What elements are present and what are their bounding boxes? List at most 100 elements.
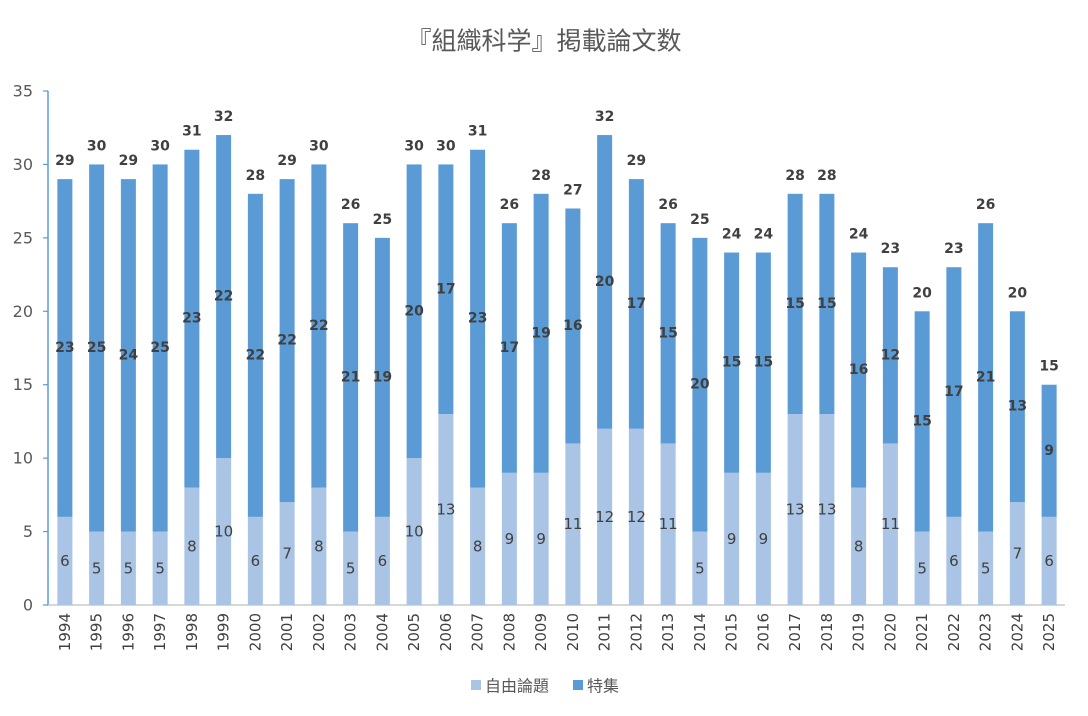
y-tick-label: 0	[23, 596, 33, 615]
x-tick-label-2012: 2012	[627, 613, 645, 651]
x-tick-label-2006: 2006	[437, 613, 455, 651]
bar-special-2001	[279, 179, 295, 503]
data-label-total-2005: 30	[404, 138, 424, 154]
bar-free-2005	[406, 458, 422, 605]
data-label-special-1999: 22	[214, 289, 233, 305]
data-label-free-2025: 6	[1044, 552, 1054, 570]
data-label-free-2024: 7	[1013, 545, 1023, 563]
bar-free-1994	[57, 516, 73, 605]
bar-special-2017	[787, 193, 803, 415]
legend-swatch-free	[471, 680, 481, 690]
data-label-special-1996: 24	[119, 347, 139, 363]
data-label-special-1997: 25	[150, 340, 169, 356]
data-label-free-2016: 9	[759, 530, 769, 548]
x-tick-label-2016: 2016	[754, 613, 772, 651]
legend-swatch-special	[573, 680, 583, 690]
bar-free-2001	[279, 502, 295, 605]
data-label-free-2000: 6	[251, 552, 261, 570]
bar-free-2003	[343, 531, 359, 605]
data-label-special-2018: 15	[817, 296, 836, 312]
data-label-special-2022: 17	[944, 384, 963, 400]
bar-special-2002	[311, 164, 327, 488]
y-tick-label: 5	[23, 522, 33, 541]
bar-special-1994	[57, 179, 73, 517]
data-label-total-1994: 29	[55, 153, 74, 169]
bar-free-2011	[597, 428, 613, 605]
data-label-total-2009: 28	[531, 168, 550, 184]
bar-free-1995	[89, 531, 105, 605]
data-label-total-2013: 26	[658, 197, 677, 213]
x-tick-label-2011: 2011	[596, 613, 614, 651]
bar-special-2013	[660, 223, 676, 444]
x-tick-label-2007: 2007	[469, 613, 487, 651]
data-label-free-2002: 8	[314, 537, 324, 555]
data-label-total-2020: 23	[881, 241, 900, 257]
data-label-special-2013: 15	[658, 325, 677, 341]
data-label-special-2017: 15	[785, 296, 804, 312]
y-tick-label: 15	[13, 375, 33, 394]
data-label-special-2002: 22	[309, 318, 328, 334]
data-label-total-2018: 28	[817, 168, 836, 184]
x-tick-label-2000: 2000	[246, 613, 264, 651]
bar-special-2016	[755, 252, 771, 473]
bar-free-2007	[470, 487, 486, 605]
data-label-total-1998: 31	[182, 124, 201, 140]
bar-special-2006	[438, 164, 454, 415]
data-label-free-1994: 6	[60, 552, 70, 570]
data-label-free-2005: 10	[405, 523, 424, 541]
legend: 自由論題 特集	[471, 677, 619, 696]
bar-special-2014	[692, 237, 708, 532]
bar-special-2004	[374, 237, 390, 517]
data-label-free-2006: 13	[436, 501, 455, 519]
data-label-free-1995: 5	[92, 559, 102, 577]
data-label-total-1996: 29	[119, 153, 138, 169]
bar-free-2006	[438, 414, 454, 605]
bar-special-1998	[184, 149, 200, 488]
x-tick-label-2019: 2019	[850, 613, 868, 651]
x-tick-label-2008: 2008	[500, 613, 518, 651]
data-label-total-2014: 25	[690, 212, 709, 228]
bar-special-2015	[724, 252, 740, 473]
data-label-free-2001: 7	[282, 545, 292, 563]
bar-special-1999	[216, 135, 232, 459]
x-tick-label-2025: 2025	[1040, 613, 1058, 651]
data-label-special-2024: 13	[1008, 399, 1027, 415]
data-label-total-2002: 30	[309, 138, 329, 154]
x-tick-label-2013: 2013	[659, 613, 677, 651]
bar-free-2013	[660, 443, 676, 605]
data-label-total-1995: 30	[87, 138, 107, 154]
data-label-free-2013: 11	[659, 515, 678, 533]
data-label-total-2023: 26	[976, 197, 995, 213]
bar-special-1996	[120, 179, 136, 532]
x-axis-tick-labels: 1994 1995 1996 1997 1998 1999 2000 2001 2002 2003…	[56, 613, 1058, 651]
y-tick-label: 25	[13, 228, 33, 247]
data-labels: 6 23 29 5 25 30 5 24 29 5 25 30 8 23 31 10 22 32 6 22 28 7 22 2…	[55, 109, 1059, 577]
data-label-total-2024: 20	[1008, 285, 1028, 301]
data-label-free-2021: 5	[917, 559, 927, 577]
data-label-total-2000: 28	[246, 168, 265, 184]
x-tick-label-1999: 1999	[215, 613, 233, 651]
data-label-special-2011: 20	[595, 274, 615, 290]
data-label-special-2009: 19	[531, 325, 550, 341]
bar-free-2025	[1041, 516, 1057, 605]
x-tick-label-2017: 2017	[786, 613, 804, 651]
x-tick-label-2021: 2021	[913, 613, 931, 651]
data-label-free-2003: 5	[346, 559, 356, 577]
data-label-special-2016: 15	[754, 355, 773, 371]
bar-special-2005	[406, 164, 422, 459]
bar-free-2015	[724, 472, 740, 605]
x-tick-label-2001: 2001	[278, 613, 296, 651]
bar-free-2016	[755, 472, 771, 605]
bar-special-2007	[470, 149, 486, 488]
data-label-special-2005: 20	[404, 303, 424, 319]
y-tick-label: 35	[13, 82, 33, 101]
bar-special-2022	[946, 267, 962, 517]
data-label-free-2023: 5	[981, 559, 991, 577]
x-tick-label-2004: 2004	[373, 613, 391, 651]
data-label-total-2006: 30	[436, 138, 456, 154]
data-label-free-2017: 13	[786, 501, 805, 519]
data-label-special-2015: 15	[722, 355, 741, 371]
data-label-total-2012: 29	[627, 153, 646, 169]
data-label-special-2008: 17	[500, 340, 519, 356]
